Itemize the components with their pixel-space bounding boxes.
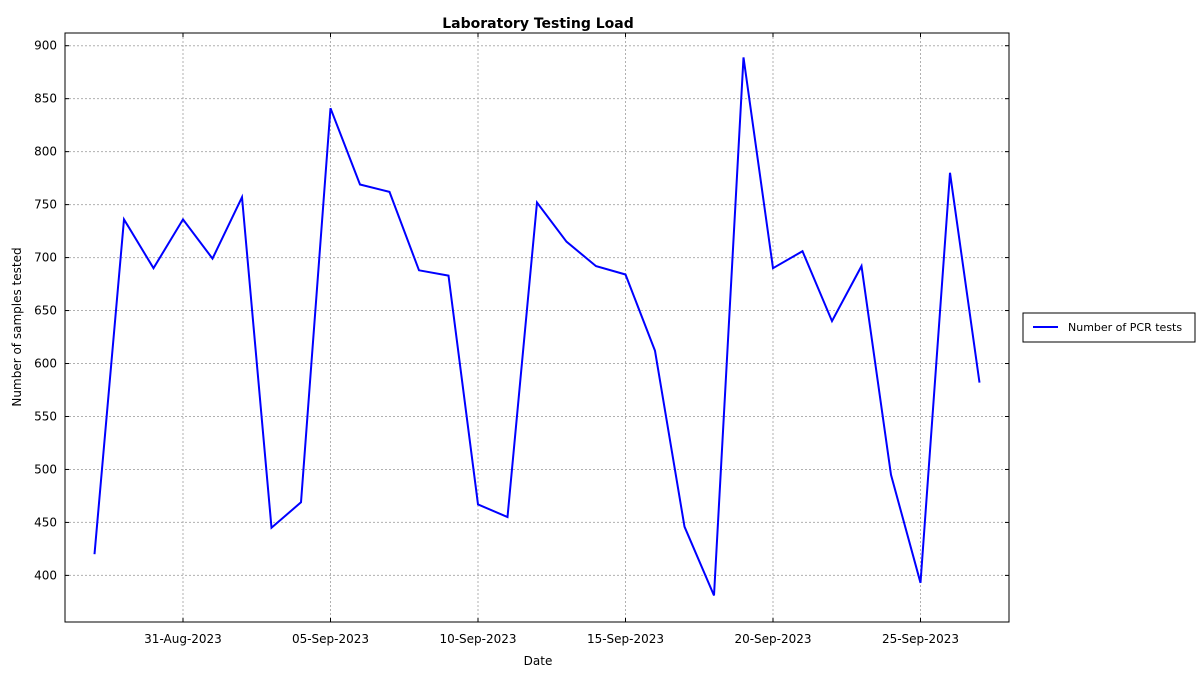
y-axis-label: Number of samples tested [10,247,24,406]
chart-title: Laboratory Testing Load [442,16,633,32]
x-tick-label: 25-Sep-2023 [882,632,959,646]
y-tick-label: 600 [34,357,57,371]
x-axis: 31-Aug-2023 05-Sep-2023 10-Sep-2023 15-Sep-… [144,33,959,646]
x-tick-label: 05-Sep-2023 [292,632,369,646]
series-line [93,57,981,596]
y-tick-label: 550 [34,409,57,423]
x-tick-label: 10-Sep-2023 [439,632,516,646]
y-axis: 400 450 500 550 600 650 700 750 800 850 900 [34,39,1009,582]
y-tick-label: 900 [34,39,57,53]
y-tick-label: 500 [34,462,57,476]
y-tick-label: 650 [34,304,57,318]
y-tick-label: 850 [34,92,57,106]
y-tick-label: 400 [34,568,57,582]
y-tick-label: 450 [34,515,57,529]
y-tick-label: 800 [34,145,57,159]
y-tick-label: 700 [34,251,57,265]
x-tick-label: 20-Sep-2023 [734,632,811,646]
y-tick-label: 750 [34,198,57,212]
x-tick-label: 15-Sep-2023 [587,632,664,646]
x-axis-label: Date [524,654,553,668]
x-tick-label: 31-Aug-2023 [144,632,222,646]
legend: Number of PCR tests [1022,312,1196,343]
plot-area [64,32,1010,623]
grid-lines [65,33,1009,622]
series-layer [93,57,981,596]
legend-entry: Number of PCR tests [1068,321,1182,334]
